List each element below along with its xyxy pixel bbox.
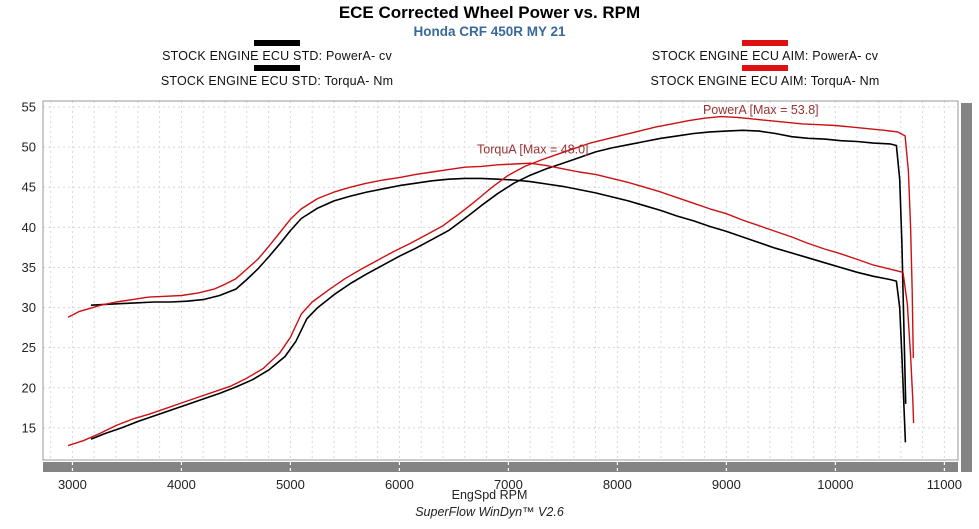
plot-area <box>43 101 958 460</box>
y-tick-label: 45 <box>22 180 36 195</box>
y-tick-label: 20 <box>22 380 36 395</box>
curve-aim-torque <box>67 162 915 424</box>
legend-label-aim-torque: STOCK ENGINE ECU AIM: TorquA- Nm <box>650 74 880 88</box>
legend-aim-group: STOCK ENGINE ECU AIM: PowerA- cv STOCK E… <box>600 40 930 90</box>
x-tick-label: 3000 <box>58 477 87 492</box>
y-tick-label: 25 <box>22 340 36 355</box>
y-tick-label: 55 <box>22 100 36 115</box>
x-tick-label: 7000 <box>494 477 523 492</box>
x-tick-label: 8000 <box>603 477 632 492</box>
y-tick-label: 40 <box>22 220 36 235</box>
std-power-swatch-icon <box>253 40 300 46</box>
x-tick-label: 6000 <box>385 477 414 492</box>
curve-std-power <box>90 129 907 440</box>
vertical-scrollbar[interactable] <box>961 103 972 472</box>
curve-std-torque <box>90 177 907 443</box>
legend-std-group: STOCK ENGINE ECU STD: PowerA- cv STOCK E… <box>112 40 442 90</box>
y-tick-label: 50 <box>22 140 36 155</box>
footer-software-version: SuperFlow WinDyn™ V2.6 <box>415 505 564 519</box>
legend-entry-aim-torque: STOCK ENGINE ECU AIM: TorquA- Nm <box>651 65 880 88</box>
page-title: ECE Corrected Wheel Power vs. RPM <box>338 3 641 22</box>
legend-entry-aim-power: STOCK ENGINE ECU AIM: PowerA- cv <box>652 40 878 63</box>
aim-power-swatch-icon <box>741 40 788 46</box>
y-tick-label: 35 <box>22 260 36 275</box>
max-value-annotation: PowerA [Max = 53.8] <box>703 103 819 117</box>
x-tick-label: 5000 <box>276 477 305 492</box>
legend-entry-std-torque: STOCK ENGINE ECU STD: TorquA- Nm <box>161 65 393 88</box>
x-axis-label: EngSpd RPM <box>451 488 528 502</box>
max-value-annotation: TorquA [Max = 48.0] <box>477 143 589 157</box>
aim-torque-swatch-icon <box>742 65 788 71</box>
y-tick-label: 15 <box>22 420 36 435</box>
std-torque-swatch-icon <box>254 65 300 71</box>
x-tick-label: 11000 <box>927 477 962 492</box>
x-tick-label: 10000 <box>817 477 853 492</box>
curve-aim-power <box>67 115 914 447</box>
horizontal-scrollbar[interactable] <box>43 462 958 472</box>
legend-label-aim-power: STOCK ENGINE ECU AIM: PowerA- cv <box>651 49 879 63</box>
x-tick-label: 4000 <box>167 477 196 492</box>
legend-entry-std-power: STOCK ENGINE ECU STD: PowerA- cv <box>162 40 392 63</box>
legend-label-std-torque: STOCK ENGINE ECU STD: TorquA- Nm <box>160 74 394 88</box>
x-tick-label: 9000 <box>712 477 741 492</box>
y-tick-label: 30 <box>22 300 36 315</box>
plot-border <box>42 100 959 461</box>
legend-label-std-power: STOCK ENGINE ECU STD: PowerA- cv <box>162 49 392 63</box>
chart-subtitle: Honda CRF 450R MY 21 <box>413 24 566 39</box>
